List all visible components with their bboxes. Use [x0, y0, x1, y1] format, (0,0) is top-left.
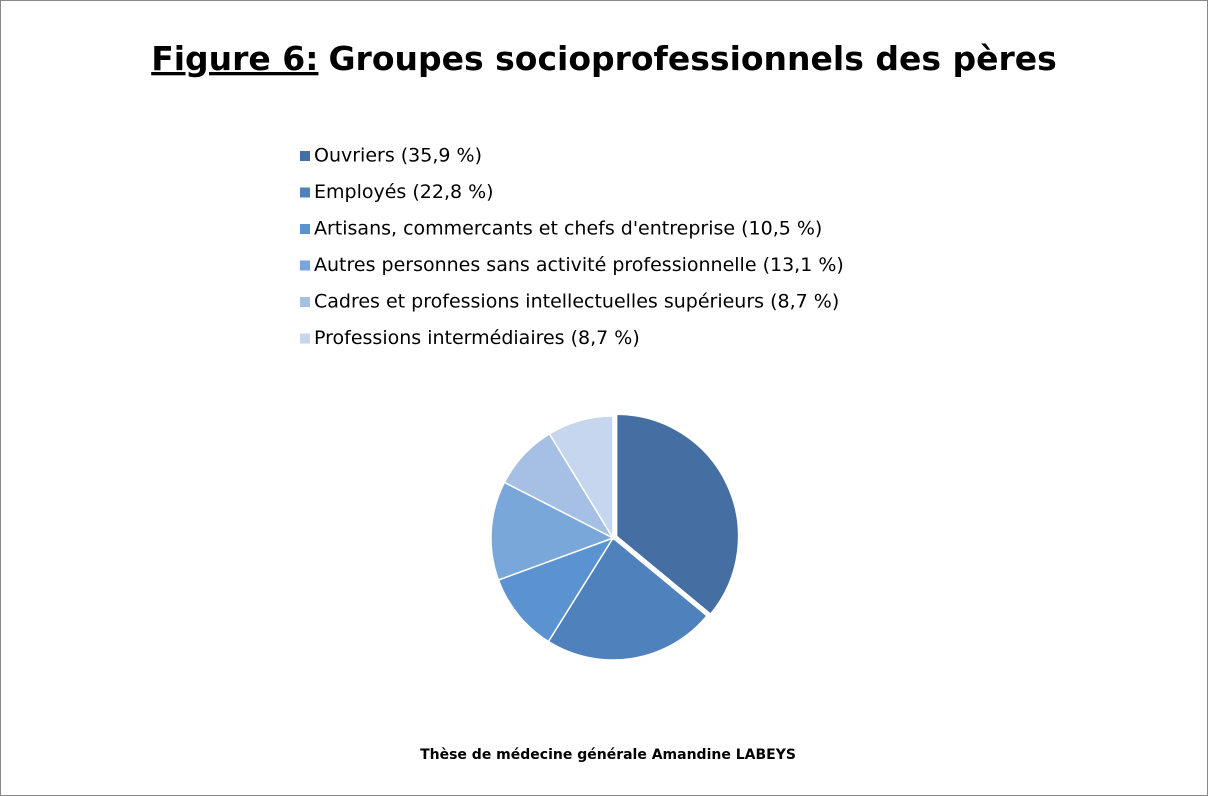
legend-swatch	[300, 333, 310, 344]
legend-swatch	[300, 260, 310, 271]
legend-label: Ouvriers (35,9 %)	[314, 145, 482, 167]
pie-slice	[615, 413, 740, 616]
pie-slice	[497, 536, 615, 643]
legend-label: Employés (22,8 %)	[314, 181, 494, 203]
legend-label: Artisans, commercants et chefs d'entrepr…	[314, 218, 822, 240]
pie-slice	[547, 536, 709, 661]
title-prefix: Figure 6:	[151, 39, 318, 78]
pie-slice	[548, 415, 614, 541]
legend-swatch	[300, 224, 310, 234]
source-note: Thèse de médecine générale Amandine LABE…	[420, 747, 796, 763]
legend-label: Cadres et professions intellectuelles su…	[314, 291, 839, 313]
chart-title-group: Figure 6: Groupes socioprofessionnels des…	[151, 39, 1057, 78]
legend-label: Autres personnes sans activité professio…	[314, 254, 844, 276]
legend-swatch	[300, 187, 310, 198]
legend-label: Professions intermédiaires (8,7 %)	[314, 327, 640, 349]
pie-slice	[490, 481, 615, 581]
legend-swatch	[300, 151, 310, 161]
legend-swatch	[300, 297, 310, 307]
chart-title: Groupes socioprofessionnels des pères	[328, 39, 1056, 78]
